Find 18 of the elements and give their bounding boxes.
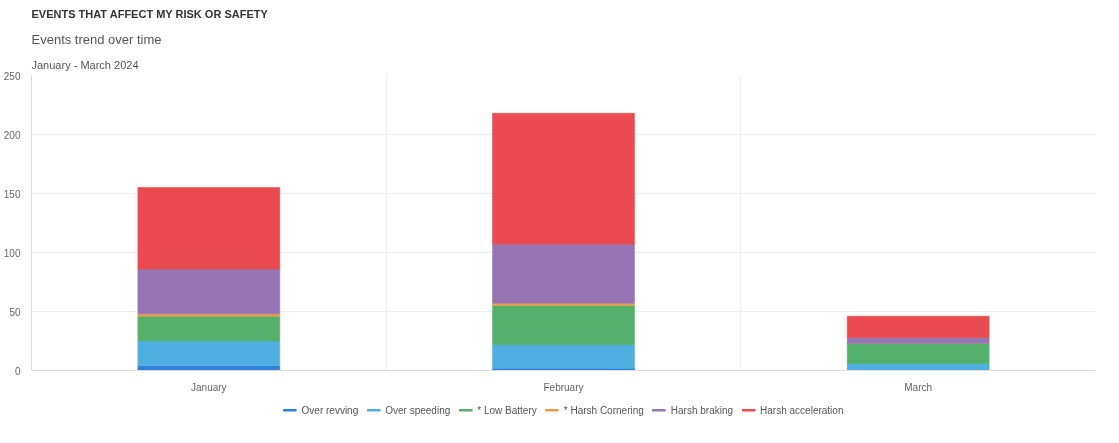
y-tick-label: 250: [3, 70, 21, 82]
y-tick-label: 150: [3, 188, 21, 200]
text: January - March 2024: [31, 58, 139, 71]
legend-label: Harsh acceleration: [760, 404, 844, 416]
legend-label: Harsh braking: [670, 404, 734, 416]
y-tick-label: 0: [14, 365, 21, 377]
y-tick-label: 200: [3, 129, 21, 141]
x-tick-label: January: [191, 381, 227, 393]
x-tick-label: March: [904, 381, 933, 393]
legend-label: Over speeding: [385, 404, 451, 416]
x-tick-label: February: [543, 381, 584, 393]
legend-label: * Harsh Cornering: [563, 404, 644, 416]
chart-subtitle: Events trend over time: [31, 31, 162, 47]
y-tick-label: 50: [9, 306, 21, 318]
y-tick-label: 100: [3, 247, 21, 259]
chart-title: EVENTS THAT AFFECT MY RISK OR SAFETY: [31, 7, 269, 20]
legend-label: Over revving: [301, 404, 359, 416]
legend-label: * Low Battery: [477, 404, 537, 416]
